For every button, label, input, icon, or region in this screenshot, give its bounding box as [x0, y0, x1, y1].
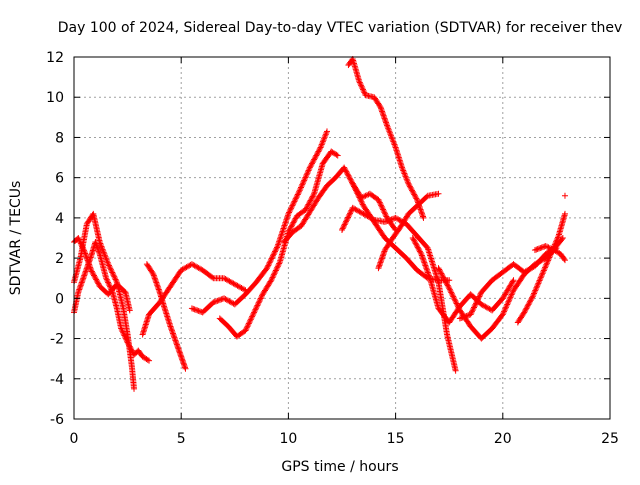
- y-tick-label: 4: [55, 211, 64, 227]
- x-tick-label: 0: [70, 431, 79, 447]
- series-sat-p: [514, 210, 568, 326]
- series-sat-g: [216, 148, 341, 340]
- y-tick-label: -4: [50, 372, 64, 388]
- y-tick-label: 2: [55, 251, 64, 267]
- chart-title: Day 100 of 2024, Sidereal Day-to-day VTE…: [58, 20, 622, 36]
- data-layer: [71, 56, 568, 392]
- plot-frame: [73, 56, 611, 420]
- y-axis-label: SDTVAR / TECUs: [8, 181, 24, 296]
- x-tick-label: 5: [177, 431, 186, 447]
- y-tick-label: -2: [50, 332, 64, 348]
- series-sat-j: [345, 56, 427, 221]
- series-sat-q: [531, 243, 568, 264]
- series-sat-o: [456, 235, 566, 322]
- tick-layer: 0 5 10 15 20 25 -6 -4 -2 0 2 4 6 8 10 12: [46, 50, 619, 447]
- series-sat-e: [139, 261, 249, 338]
- x-tick-label: 20: [494, 431, 512, 447]
- x-tick-label: 25: [601, 431, 619, 447]
- y-tick-label: -6: [50, 412, 64, 428]
- series-sat-c: [71, 235, 133, 314]
- x-tick-label: 10: [279, 431, 297, 447]
- series-sat-l: [375, 190, 442, 272]
- y-tick-label: 0: [55, 291, 64, 307]
- series-sat-r: [561, 192, 568, 199]
- series-sat-d: [143, 261, 189, 372]
- y-tick-label: 8: [55, 130, 64, 146]
- y-tick-label: 6: [55, 171, 64, 187]
- y-tick-label: 10: [46, 90, 64, 106]
- grid-layer: [74, 57, 610, 419]
- series-sat-f: [188, 128, 330, 316]
- y-tick-label: 12: [46, 50, 64, 66]
- x-tick-label: 15: [387, 431, 405, 447]
- x-axis-label: GPS time / hours: [281, 459, 398, 475]
